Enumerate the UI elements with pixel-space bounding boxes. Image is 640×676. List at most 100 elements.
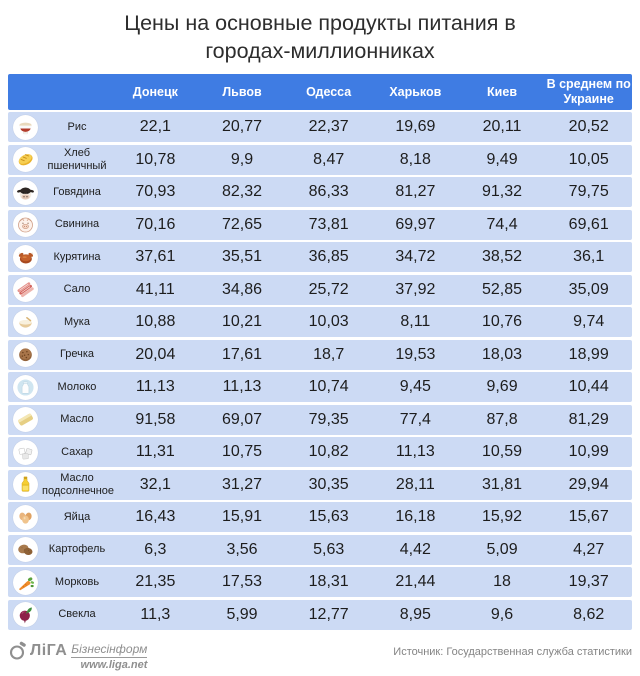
price-cell: 38,52 (482, 248, 523, 266)
product-icon-wrap (8, 114, 42, 140)
product-label: Масло подсолнечное (42, 472, 115, 497)
price-cell: 12,77 (308, 605, 349, 623)
table-body: Рис 22,1 20,77 22,37 19,69 20,11 20,52 Хлеб п… (8, 112, 632, 630)
price-cell: 15,91 (221, 508, 263, 526)
price-cell: 18,7 (313, 345, 345, 363)
price-cell: 10,99 (568, 443, 609, 461)
price-cell: 18 (493, 573, 511, 591)
salo-icon (15, 279, 36, 300)
product-icon-wrap (8, 147, 42, 173)
product-label: Свинина (54, 218, 100, 231)
price-cell: 17,53 (221, 573, 263, 591)
price-cell: 37,61 (135, 248, 176, 266)
price-cell: 8,11 (400, 313, 431, 331)
price-cell: 69,07 (221, 410, 263, 428)
product-icon-wrap (8, 602, 42, 628)
table-row: Сало 41,11 34,86 25,72 37,92 52,85 35,09 (8, 274, 632, 305)
price-cell: 4,42 (399, 540, 431, 558)
price-cell: 15,67 (568, 508, 609, 526)
beef-icon (15, 182, 36, 203)
product-label: Картофель (48, 543, 106, 556)
price-cell: 9,69 (486, 378, 518, 396)
price-cell: 32,1 (139, 475, 171, 493)
price-cell: 20,04 (135, 345, 176, 363)
flour-icon (15, 312, 36, 333)
price-cell: 70,16 (135, 215, 176, 233)
table-row: Свинина 70,16 72,65 73,81 69,97 74,4 69,61 (8, 209, 632, 240)
pork-icon (15, 214, 36, 235)
title-line-1: Цены на основные продукты питания в (124, 11, 516, 35)
price-cell: 5,99 (226, 605, 258, 623)
price-cell: 11,31 (135, 443, 175, 461)
price-cell: 10,21 (221, 313, 263, 331)
table-row: Говядина 70,93 82,32 86,33 81,27 91,32 79,75 (8, 177, 632, 208)
price-cell: 41,11 (135, 280, 175, 298)
price-cell: 11,13 (135, 378, 175, 396)
price-cell: 10,03 (308, 313, 349, 331)
product-icon-wrap (8, 407, 42, 433)
chicken-icon (15, 247, 36, 268)
price-cell: 19,53 (395, 345, 436, 363)
price-cell: 11,13 (222, 378, 262, 396)
price-cell: 16,18 (395, 508, 436, 526)
table-row: Картофель 6,3 3,56 5,63 4,42 5,09 4,27 (8, 534, 632, 565)
liga-logo: ЛіГА Бізнесінформ www.liga.net (8, 640, 148, 671)
eggs-icon (15, 507, 36, 528)
price-cell: 69,61 (568, 215, 609, 233)
product-label: Свекла (58, 608, 96, 621)
price-cell: 31,81 (482, 475, 523, 493)
table-row: Молоко 11,13 11,13 10,74 9,45 9,69 10,44 (8, 372, 632, 403)
price-cell: 22,37 (308, 118, 349, 136)
product-label: Сало (63, 283, 91, 296)
price-cell: 21,44 (395, 573, 436, 591)
product-label: Морковь (54, 575, 100, 588)
price-cell: 35,51 (221, 248, 263, 266)
bread-icon (15, 149, 36, 170)
product-icon-wrap (8, 472, 42, 498)
price-cell: 70,93 (135, 183, 176, 201)
price-cell: 10,88 (135, 313, 176, 331)
liga-logo-url: www.liga.net (80, 658, 148, 671)
price-cell: 10,05 (568, 150, 609, 168)
price-cell: 19,37 (568, 573, 609, 591)
product-label: Рис (67, 120, 87, 133)
price-cell: 52,85 (482, 280, 523, 298)
product-icon-wrap (8, 212, 42, 238)
price-cell: 18,99 (568, 345, 609, 363)
liga-logo-text: ЛіГА (30, 641, 68, 659)
price-cell: 21,35 (135, 573, 176, 591)
price-cell: 10,76 (482, 313, 523, 331)
table-row: Рис 22,1 20,77 22,37 19,69 20,11 20,52 (8, 112, 632, 143)
price-cell: 8,18 (399, 150, 431, 168)
product-label: Говядина (53, 185, 101, 198)
price-cell: 36,85 (308, 248, 349, 266)
price-cell: 9,9 (230, 150, 254, 168)
product-icon-wrap (8, 342, 42, 368)
product-icon-wrap (8, 277, 42, 303)
product-label: Хлеб пшеничный (47, 147, 107, 172)
product-icon-wrap (8, 374, 42, 400)
price-cell: 10,78 (135, 150, 176, 168)
table-row: Хлеб пшеничный 10,78 9,9 8,47 8,18 9,49 10,05 (8, 144, 632, 175)
product-label: Молоко (57, 380, 97, 393)
column-header-odessa: Одесса (306, 84, 352, 99)
price-cell: 36,1 (573, 248, 605, 266)
product-icon-wrap (8, 569, 42, 595)
price-cell: 5,09 (486, 540, 518, 558)
price-cell: 4,27 (573, 540, 605, 558)
price-cell: 18,03 (482, 345, 523, 363)
table-row: Морковь 21,35 17,53 18,31 21,44 18 19,37 (8, 567, 632, 598)
milk-icon (15, 377, 36, 398)
price-cell: 35,09 (568, 280, 609, 298)
price-cell: 16,43 (135, 508, 176, 526)
price-cell: 8,62 (573, 605, 605, 623)
price-cell: 34,86 (221, 280, 263, 298)
price-cell: 15,63 (308, 508, 349, 526)
product-label: Гречка (59, 348, 95, 361)
product-icon-wrap (8, 309, 42, 335)
price-cell: 73,81 (308, 215, 349, 233)
price-cell: 79,75 (568, 183, 609, 201)
price-cell: 20,11 (482, 118, 522, 136)
buckwheat-icon (15, 344, 36, 365)
product-label: Курятина (53, 250, 101, 263)
